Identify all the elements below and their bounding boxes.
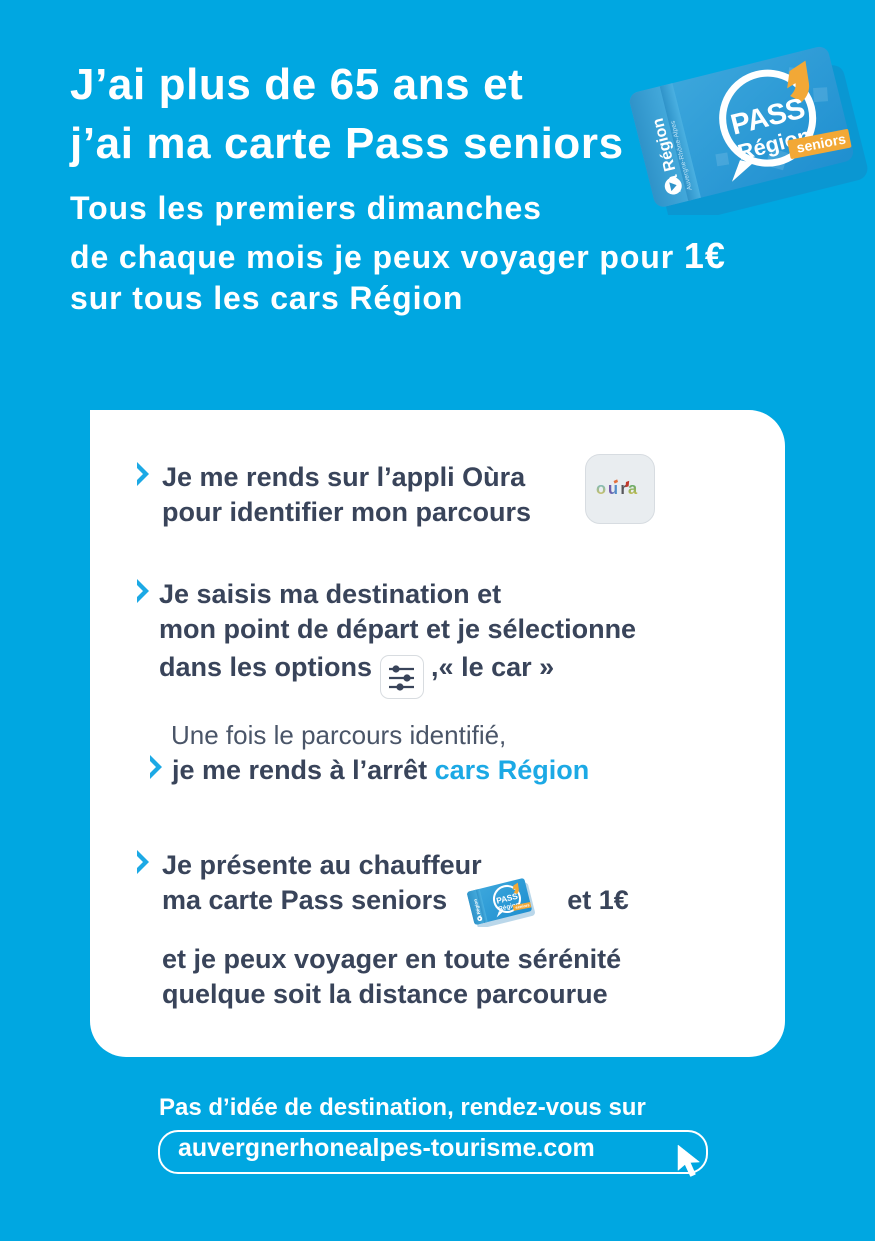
- svg-text:a: a: [628, 480, 638, 498]
- svg-text:o: o: [596, 480, 606, 498]
- svg-text:u: u: [608, 480, 618, 498]
